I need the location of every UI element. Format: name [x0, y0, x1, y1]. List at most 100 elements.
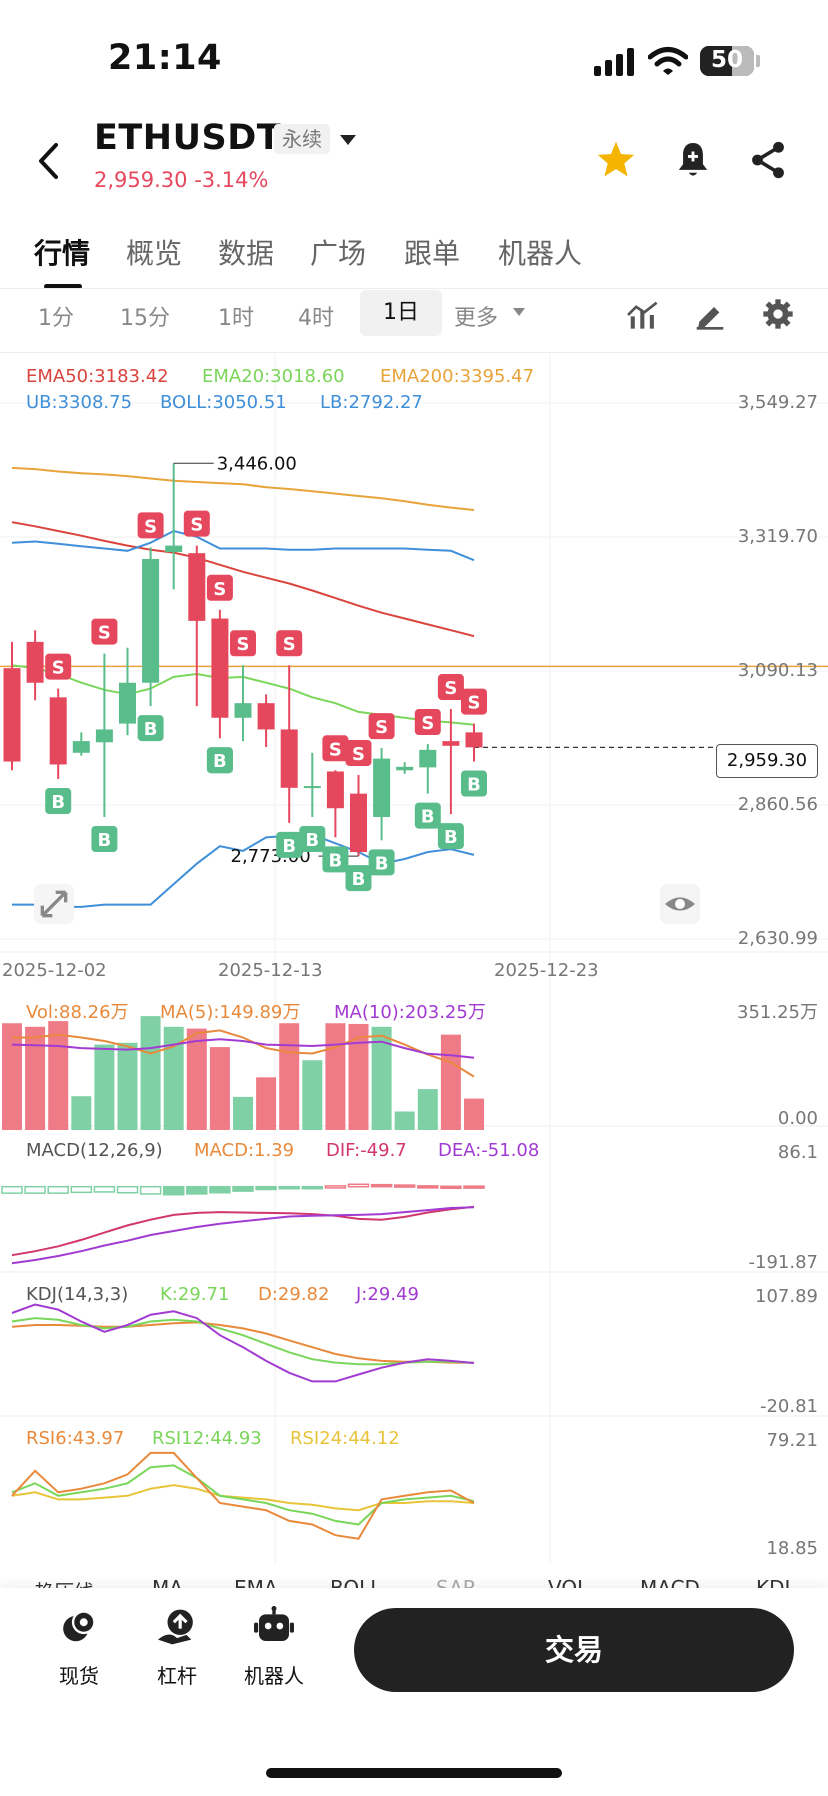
sell-signal-marker — [276, 630, 303, 657]
indicator-tab-boll[interactable]: BOLL — [330, 1576, 382, 1588]
sell-signal-marker-text: S — [190, 515, 203, 536]
sell-signal-marker-text: S — [421, 713, 434, 734]
sell-signal-marker-text: S — [144, 516, 157, 537]
sell-signal-marker-text: S — [329, 739, 342, 760]
legend-kdj-k: K:29.71 — [160, 1284, 230, 1305]
tab-market[interactable]: 行情 — [34, 237, 91, 270]
draw-tool-pencil-icon[interactable] — [694, 300, 726, 330]
macd-histogram-bar — [93, 1185, 116, 1193]
leverage-icon[interactable] — [156, 1608, 198, 1646]
tab-overview[interactable]: 概览 — [126, 237, 183, 270]
kdj-axis-label: 107.89 — [755, 1286, 818, 1307]
volume-bar — [71, 1096, 92, 1130]
period-1m[interactable]: 1分 — [38, 306, 74, 331]
macd-axis-label: -191.87 — [748, 1252, 818, 1273]
tab-copy-trading[interactable]: 跟单 — [404, 237, 461, 270]
volume-bar — [279, 1023, 300, 1130]
volume-bar — [140, 1016, 161, 1130]
price-alert-bell-icon[interactable] — [676, 140, 710, 180]
price-axis-label: 3,090.13 — [737, 660, 818, 681]
indicator-tab-kdj[interactable]: KDJ — [756, 1576, 791, 1588]
leverage-label[interactable]: 杠杆 — [157, 1664, 197, 1688]
indicator-tab-ema[interactable]: EMA — [234, 1576, 278, 1588]
sell-signal-marker — [414, 709, 441, 736]
legend-kdj-j: J:29.49 — [356, 1284, 419, 1305]
ema50-line — [11, 521, 475, 638]
sell-signal-marker — [437, 674, 464, 701]
sell-signal-marker-text: S — [375, 717, 388, 738]
bot-icon[interactable] — [254, 1606, 294, 1646]
kdj-k-line — [11, 1317, 475, 1366]
legend-macd: MACD:1.39 — [194, 1140, 295, 1161]
spot-icon[interactable] — [60, 1608, 98, 1646]
trade-button[interactable]: 交易 — [354, 1608, 794, 1692]
buy-signal-marker-text: B — [213, 751, 227, 772]
chart-settings-gear-icon[interactable] — [762, 298, 794, 330]
sell-signal-marker-text: S — [98, 623, 111, 644]
indicator-tab-trendline[interactable]: 趋压线 — [34, 1576, 94, 1588]
macd-histogram-bar — [440, 1185, 462, 1190]
macd-dif-line — [11, 1205, 475, 1257]
legend-boll-ub: UB:3308.75 — [26, 392, 133, 413]
share-icon[interactable] — [750, 140, 786, 180]
symbol-title[interactable]: ETHUSDT — [94, 118, 282, 158]
indicator-tab-sar[interactable]: SAR — [436, 1576, 477, 1588]
sell-signal-marker — [91, 618, 118, 645]
bot-label[interactable]: 机器人 — [244, 1664, 304, 1688]
legend-ema20: EMA20:3018.60 — [202, 366, 345, 387]
symbol-dropdown-icon[interactable] — [338, 132, 358, 148]
legend-macd-dea: DEA:-51.08 — [438, 1140, 540, 1161]
back-arrow-icon[interactable] — [36, 142, 60, 180]
rsi-axis-label: 18.85 — [766, 1538, 818, 1559]
buy-signal-marker — [91, 826, 118, 853]
candle-body — [465, 732, 483, 748]
candle-body — [350, 793, 367, 853]
volume-axis-label: 0.00 — [777, 1108, 818, 1129]
visibility-eye-icon[interactable] — [660, 884, 700, 924]
buy-signal-marker-text: B — [421, 807, 435, 828]
macd-histogram-bar — [347, 1183, 370, 1188]
period-more-dropdown-icon[interactable] — [512, 307, 526, 317]
indicator-chart-icon[interactable] — [626, 300, 660, 330]
indicator-tab-macd[interactable]: MACD — [640, 1576, 700, 1588]
expand-chart-icon[interactable] — [34, 884, 74, 924]
kdj-axis-label: -20.81 — [759, 1396, 818, 1417]
favorite-star-icon[interactable] — [596, 140, 636, 178]
tab-data[interactable]: 数据 — [218, 237, 275, 270]
volume-bar — [48, 1021, 69, 1130]
tabs-divider — [0, 288, 828, 289]
macd-axis-label: 86.1 — [777, 1142, 818, 1163]
macd-histogram-bar — [301, 1185, 324, 1190]
sell-signal-marker-text: S — [468, 693, 481, 714]
period-1d[interactable]: 1日 — [360, 290, 442, 336]
rsi24-line — [11, 1484, 475, 1512]
macd-histogram-bar — [139, 1185, 162, 1195]
candle-body — [26, 641, 44, 683]
period-more[interactable]: 更多 — [454, 306, 499, 331]
volume-bar — [302, 1060, 323, 1130]
volume-bar — [94, 1044, 115, 1130]
sell-signal-marker — [461, 688, 487, 715]
macd-histogram-bar — [47, 1185, 69, 1194]
candle-body — [165, 545, 183, 553]
volume-axis-label: 351.25万 — [737, 1002, 818, 1023]
tab-bots[interactable]: 机器人 — [498, 237, 583, 270]
buy-signal-marker — [414, 802, 441, 829]
candle-body — [396, 766, 414, 771]
period-4h[interactable]: 4时 — [298, 306, 334, 331]
spot-label[interactable]: 现货 — [59, 1664, 99, 1688]
tab-square[interactable]: 广场 — [310, 237, 367, 270]
indicator-tab-vol[interactable]: VOL — [548, 1576, 589, 1588]
macd-histogram-bar — [209, 1185, 231, 1194]
legend-vol-ma10: MA(10):203.25万 — [334, 1002, 486, 1023]
buy-signal-marker-text: B — [329, 850, 343, 871]
candle-body — [234, 703, 252, 718]
macd-histogram-bar — [278, 1185, 300, 1190]
candle-body — [95, 729, 113, 743]
period-1h[interactable]: 1时 — [218, 306, 254, 331]
indicator-tab-ma[interactable]: MA — [152, 1576, 183, 1588]
buy-signal-marker-text: B — [467, 775, 481, 796]
buy-signal-marker — [461, 770, 487, 797]
period-15m[interactable]: 15分 — [120, 306, 170, 331]
